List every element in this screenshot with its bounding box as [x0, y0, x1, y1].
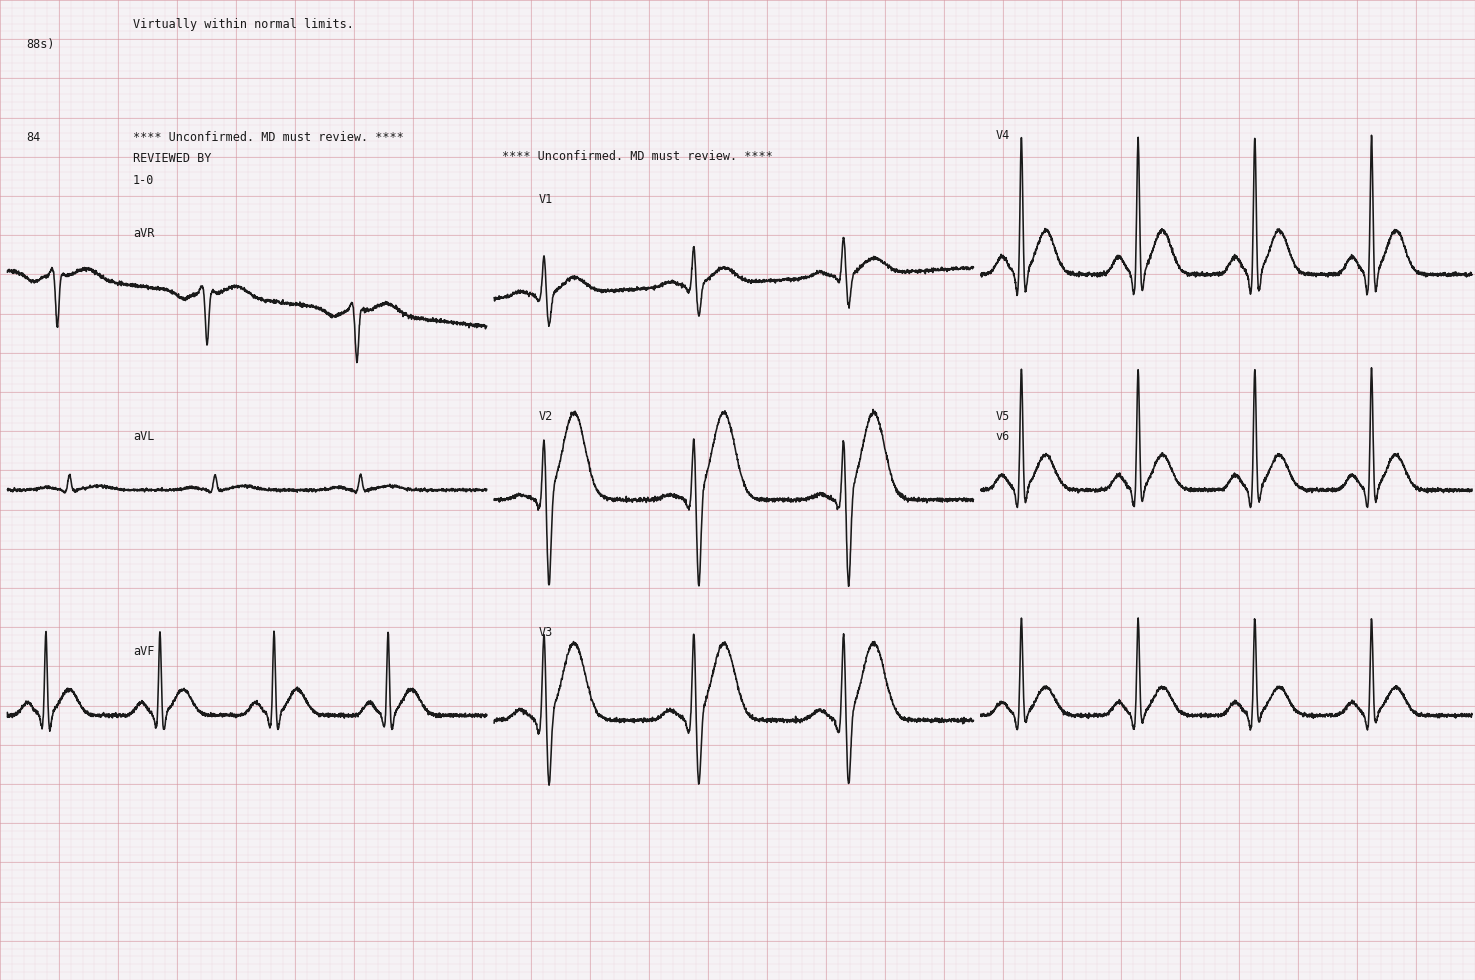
Text: aVR: aVR — [133, 226, 153, 240]
Text: V5: V5 — [996, 410, 1010, 423]
Text: V3: V3 — [538, 625, 553, 639]
Text: 84: 84 — [27, 130, 41, 144]
Text: **** Unconfirmed. MD must review. ****: **** Unconfirmed. MD must review. **** — [133, 130, 404, 144]
Text: aVF: aVF — [133, 645, 153, 659]
Text: 88s): 88s) — [27, 37, 55, 51]
Text: v6: v6 — [996, 429, 1010, 443]
Text: 1-0: 1-0 — [133, 173, 153, 187]
Text: REVIEWED BY: REVIEWED BY — [133, 152, 211, 166]
Text: Virtually within normal limits.: Virtually within normal limits. — [133, 18, 354, 31]
Text: **** Unconfirmed. MD must review. ****: **** Unconfirmed. MD must review. **** — [502, 150, 773, 164]
Text: aVL: aVL — [133, 429, 153, 443]
Text: V2: V2 — [538, 410, 553, 423]
Text: V4: V4 — [996, 128, 1010, 142]
Text: V1: V1 — [538, 193, 553, 207]
